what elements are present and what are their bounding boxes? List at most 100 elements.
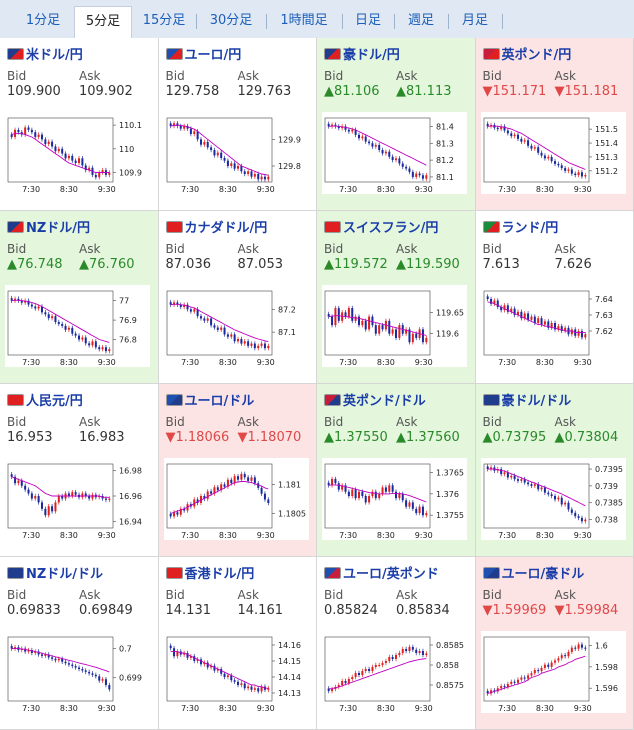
tab-daily[interactable]: 日足 [342,6,394,38]
tab-5min[interactable]: 5分足 [74,6,132,38]
x-tick-label: 8:30 [218,531,236,540]
candle-body [253,174,255,177]
pair-title[interactable]: NZドル/ドル [7,563,103,581]
pair-name[interactable]: NZドル/ドル [26,567,103,582]
y-tick-label: 0.858 [436,661,459,670]
pair-title[interactable]: 米ドル/円 [7,44,83,62]
candle-body [348,492,350,496]
pair-title[interactable]: 英ポンド/円 [483,44,572,62]
pair-title[interactable]: 豪ドル/円 [324,44,400,62]
pair-title[interactable]: ユーロ/豪ドル [483,563,585,581]
candle-body [247,477,249,480]
candle-body [365,321,367,330]
y-tick-label: 16.94 [119,518,142,527]
tab-label: 15分足 [143,13,186,28]
bid-price: ▲81.106 [324,84,380,99]
currency-flag-icon [483,48,500,60]
pair-name[interactable]: 香港ドル/円 [185,567,255,582]
pair-name[interactable]: 英ポンド/円 [502,48,572,63]
tab-30min[interactable]: 30分足 [196,6,266,38]
pair-name[interactable]: 豪ドル/円 [343,48,400,63]
pair-title[interactable]: 香港ドル/円 [166,563,255,581]
pair-title[interactable]: ユーロ/円 [166,44,242,62]
candle-body [240,474,242,480]
tab-1min[interactable]: 1分足 [12,6,74,38]
candle-body [574,648,576,649]
pair-name[interactable]: ユーロ/英ポンド [343,567,439,582]
tab-1hour[interactable]: 1時間足 [266,6,342,38]
pair-title[interactable]: 豪ドル/ドル [483,390,572,408]
candle-body [547,157,549,158]
bid-price: ▲119.572 [324,257,388,272]
pair-name[interactable]: カナダドル/円 [185,221,268,236]
y-tick-label: 129.9 [278,135,301,144]
pair-title[interactable]: 英ポンド/ドル [324,390,426,408]
pair-title[interactable]: スイスフラン/円 [324,217,438,235]
pair-name[interactable]: 人民元/円 [26,394,83,409]
pair-name[interactable]: NZドル/円 [26,221,90,236]
pair-name[interactable]: 豪ドル/ドル [502,394,572,409]
candle-body [338,483,340,489]
candle-body [226,334,228,336]
pair-name[interactable]: ユーロ/ドル [185,394,255,409]
pair-title[interactable]: 人民元/円 [7,390,83,408]
ask-label: Ask [555,69,576,83]
pair-name[interactable]: 英ポンド/ドル [343,394,426,409]
candle-body [65,154,67,159]
pair-title[interactable]: カナダドル/円 [166,217,268,235]
pair-title[interactable]: ユーロ/英ポンド [324,563,439,581]
pair-name[interactable]: ランド/円 [502,221,559,236]
tab-weekly[interactable]: 週足 [394,6,448,38]
candle-body [398,653,400,655]
pair-title[interactable]: NZドル/円 [7,217,90,235]
candle-body [584,648,586,649]
pair-name[interactable]: 米ドル/円 [26,48,83,63]
candle-body [21,481,23,486]
candle-body [226,161,228,166]
candle-body [75,492,77,495]
chart-frame [8,637,113,701]
pair-title[interactable]: ユーロ/ドル [166,390,255,408]
pair-name[interactable]: ユーロ/豪ドル [502,567,585,582]
pair-title[interactable]: ランド/円 [483,217,559,235]
pair-name[interactable]: スイスフラン/円 [343,221,438,236]
tab-15min[interactable]: 15分足 [132,6,196,38]
pair-name[interactable]: ユーロ/円 [185,48,242,63]
candle-body [102,679,104,680]
candle-body [58,322,60,324]
candle-body [567,652,569,656]
tab-monthly[interactable]: 月足 [448,6,502,38]
